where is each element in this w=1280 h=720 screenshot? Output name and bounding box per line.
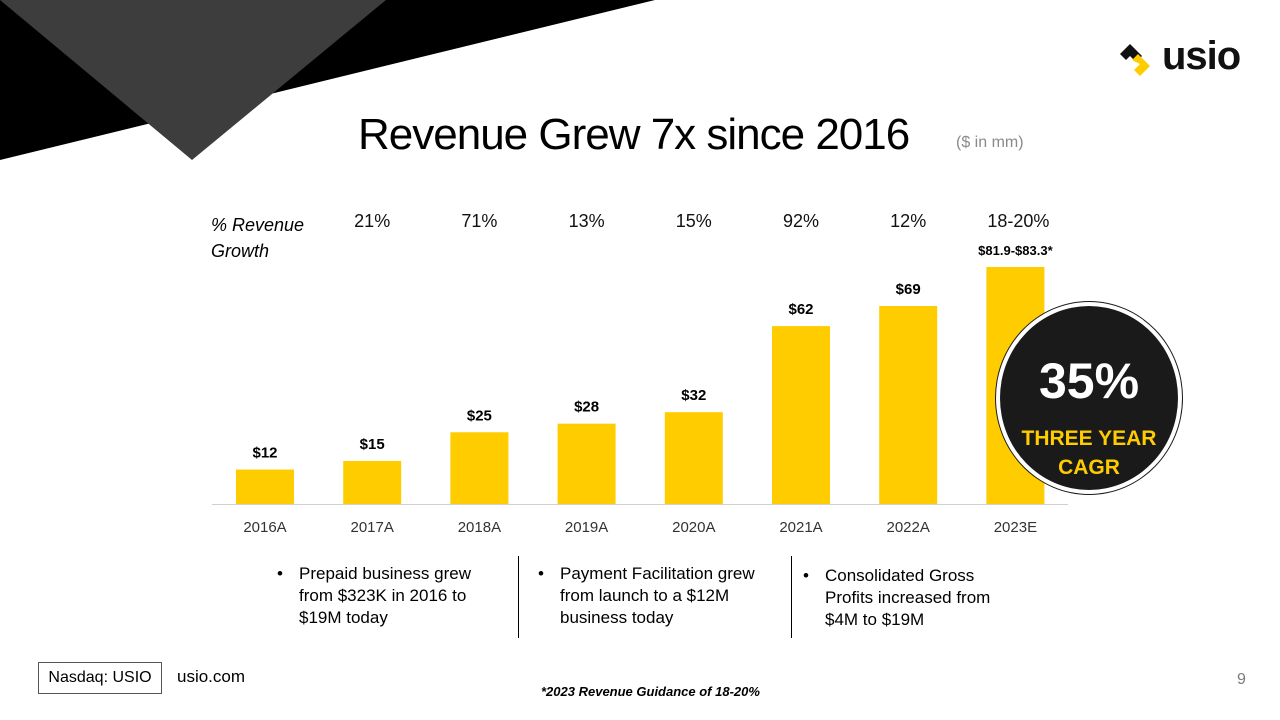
bullet-icon: • (277, 564, 283, 583)
note-payment-facilitation: • Payment Facilitation grew from launch … (538, 563, 768, 629)
x-tick-label: 2017A (351, 519, 394, 536)
data-label: $28 (574, 399, 599, 416)
usio-logo-icon (1120, 44, 1150, 76)
cagr-badge: 35% THREE YEAR CAGR (996, 302, 1182, 494)
growth-label: % Revenue Growth (211, 215, 305, 261)
corner-decoration (0, 0, 655, 160)
x-tick-label: 2016A (243, 519, 286, 536)
page-number: 9 (1237, 671, 1246, 688)
data-label: $15 (360, 436, 385, 453)
ticker-box: Nasdaq: USIO (38, 662, 162, 694)
x-tick-label: 2018A (458, 519, 501, 536)
data-label: $25 (467, 407, 492, 424)
x-tick-label: 2020A (672, 519, 715, 536)
x-tick-label: 2021A (779, 519, 822, 536)
cagr-value: 35% (1038, 353, 1140, 409)
website-link[interactable]: usio.com (177, 667, 246, 686)
slide-title: Revenue Grew 7x since 2016 (358, 110, 910, 159)
bullet-icon: • (803, 566, 809, 585)
growth-rate-label: 21% (354, 211, 390, 231)
bar-2020A (664, 412, 723, 504)
data-label: $62 (788, 301, 813, 318)
unit-note: ($ in mm) (956, 134, 1024, 151)
logo-wordmark: usio (1162, 34, 1241, 78)
growth-rate-label: 18-20% (987, 211, 1049, 231)
x-tick-label: 2023E (994, 519, 1037, 536)
note-text: Prepaid business grew from $323K in 2016… (299, 564, 471, 627)
bar-2018A (450, 432, 509, 504)
bar-2021A (772, 326, 830, 504)
usio-logo: usio (1116, 34, 1256, 82)
bar-2016A (236, 469, 294, 504)
revenue-bar-chart: $12 2016A $15 2017A 21% $25 2018A 71% $28 2019A 13… (212, 211, 1068, 536)
growth-rate-label: 71% (461, 211, 497, 231)
footnote: *2023 Revenue Guidance of 18-20% (541, 684, 760, 699)
x-tick-label: 2022A (887, 519, 930, 536)
divider (518, 556, 519, 638)
divider (791, 556, 792, 638)
x-tick-label: 2019A (565, 519, 608, 536)
data-label: $81.9-$83.3* (978, 243, 1053, 258)
bar-2022A (879, 306, 938, 504)
bar-2019A (557, 423, 616, 504)
note-text: Consolidated Gross Profits increased fro… (825, 566, 991, 629)
note-text: Payment Facilitation grew from launch to… (560, 564, 755, 627)
bullet-icon: • (538, 564, 544, 583)
growth-rate-label: 12% (890, 211, 926, 231)
data-label: $32 (681, 387, 706, 404)
note-prepaid: • Prepaid business grew from $323K in 20… (277, 563, 477, 629)
note-gross-profits: • Consolidated Gross Profits increased f… (803, 565, 1003, 631)
cagr-label: THREE YEAR CAGR (1021, 427, 1157, 479)
data-label: $69 (896, 281, 921, 298)
bar-2017A (343, 460, 402, 504)
growth-rate-label: 13% (569, 211, 605, 231)
growth-rate-label: 92% (783, 211, 819, 231)
growth-rate-label: 15% (676, 211, 712, 231)
data-label: $12 (252, 445, 277, 462)
